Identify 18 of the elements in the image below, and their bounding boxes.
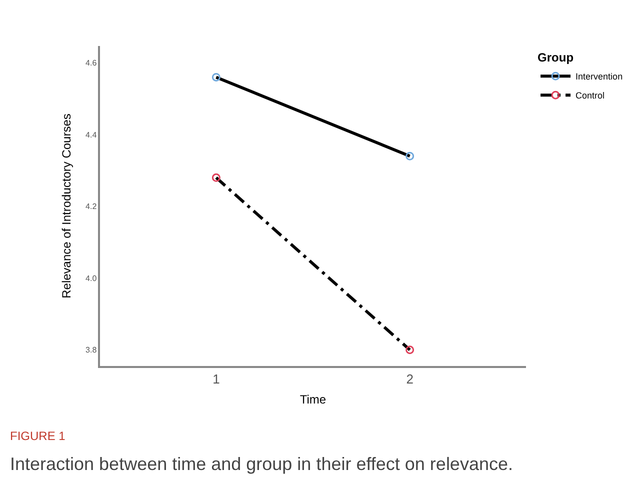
y-tick-label: 4.6	[86, 58, 98, 68]
text: Interaction between time and group in their effect on relevance.	[10, 454, 513, 474]
x-axis-title: Time	[300, 392, 326, 407]
point	[212, 173, 220, 182]
x-tick-label: 2	[406, 371, 414, 386]
point	[406, 152, 414, 160]
point	[212, 72, 220, 82]
caption: FIGURE 1	[10, 429, 66, 443]
x-tick-label: 1	[212, 371, 220, 386]
point	[406, 346, 414, 354]
legend-label: Control	[576, 90, 605, 101]
y-tick-label: 4.2	[86, 202, 98, 212]
y-tick-label: 3.8	[86, 346, 98, 355]
legend-label: Intervention	[576, 72, 623, 82]
legend-title: Group	[538, 50, 574, 65]
y-tick-label: 4.4	[86, 130, 98, 140]
y-axis-title: Relevance of Introductory Courses	[59, 114, 74, 298]
y-tick-label: 4.0	[86, 274, 98, 283]
